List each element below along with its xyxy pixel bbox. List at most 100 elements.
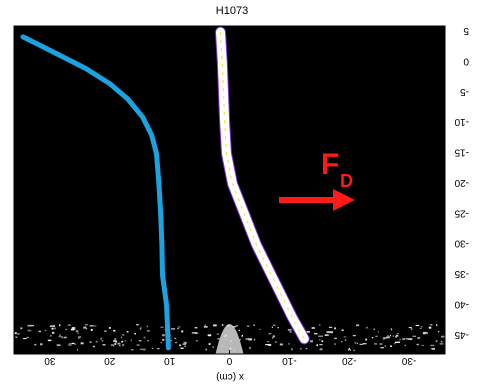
noise-speck xyxy=(279,343,283,346)
noise-speck xyxy=(311,327,315,329)
noise-band xyxy=(14,324,446,354)
noise-speck xyxy=(89,341,92,343)
noise-speck xyxy=(334,343,336,345)
noise-speck xyxy=(392,335,394,338)
noise-speck xyxy=(27,324,32,327)
noise-speck xyxy=(428,326,432,329)
noise-speck xyxy=(195,340,198,342)
noise-speck xyxy=(181,330,184,333)
noise-speck xyxy=(59,334,61,336)
noise-speck xyxy=(139,348,144,350)
noise-speck xyxy=(387,335,390,337)
noise-speck xyxy=(140,327,142,329)
noise-speck xyxy=(122,334,125,336)
noise-speck xyxy=(321,335,324,338)
noise-speck xyxy=(365,338,368,341)
noise-speck xyxy=(170,340,172,342)
x-tick-label: -20 xyxy=(342,355,357,366)
noise-speck xyxy=(65,328,67,331)
noise-speck xyxy=(329,331,334,334)
noise-speck xyxy=(75,330,79,333)
noise-speck xyxy=(328,326,333,328)
noise-speck xyxy=(177,327,180,330)
filament-base-glow xyxy=(215,324,244,354)
noise-speck xyxy=(272,336,274,339)
noise-speck xyxy=(51,327,54,330)
noise-speck xyxy=(321,340,324,343)
noise-speck xyxy=(130,339,132,342)
noise-speck xyxy=(50,334,52,337)
noise-speck xyxy=(319,339,321,341)
noise-speck xyxy=(20,327,23,330)
noise-speck xyxy=(80,342,84,345)
noise-speck xyxy=(77,332,79,334)
noise-speck xyxy=(63,336,67,339)
noise-speck xyxy=(120,336,123,339)
noise-speck xyxy=(114,343,117,345)
x-tick-label: 30 xyxy=(44,355,56,366)
noise-speck xyxy=(390,335,392,337)
noise-speck xyxy=(265,344,270,346)
noise-speck xyxy=(15,336,18,338)
noise-speck xyxy=(67,324,71,326)
noise-speck xyxy=(320,348,323,350)
noise-speck xyxy=(221,324,224,326)
noise-speck xyxy=(194,327,198,329)
noise-speck xyxy=(412,335,417,337)
noise-speck xyxy=(253,324,255,326)
noise-speck xyxy=(352,335,356,337)
noise-speck xyxy=(289,331,292,333)
noise-speck xyxy=(85,327,88,330)
noise-speck xyxy=(355,324,360,327)
noise-speck xyxy=(271,326,273,328)
noise-speck xyxy=(241,335,243,337)
noise-speck xyxy=(384,345,386,347)
y-tick-label: -35 xyxy=(454,268,469,279)
noise-speck xyxy=(92,325,97,327)
noise-speck xyxy=(68,342,73,345)
noise-speck xyxy=(49,325,54,327)
noise-speck xyxy=(180,347,184,349)
noise-speck xyxy=(71,342,75,345)
noise-speck xyxy=(147,340,149,342)
noise-speck xyxy=(136,324,139,326)
noise-speck xyxy=(142,348,146,351)
noise-speck xyxy=(343,336,347,338)
noise-speck xyxy=(77,336,80,339)
noise-speck xyxy=(390,328,392,331)
noise-speck xyxy=(300,347,302,350)
noise-speck xyxy=(208,343,211,345)
noise-speck xyxy=(359,343,363,345)
noise-speck xyxy=(272,335,275,338)
noise-speck xyxy=(160,326,164,328)
noise-speck xyxy=(326,331,331,334)
noise-speck xyxy=(30,324,35,327)
noise-speck xyxy=(70,328,75,331)
noise-speck xyxy=(17,333,20,335)
noise-speck xyxy=(440,341,443,343)
noise-speck xyxy=(217,337,221,340)
y-tick-label: -25 xyxy=(454,207,469,218)
noise-speck xyxy=(89,325,94,327)
noise-speck xyxy=(416,343,419,346)
y-tick-label: -10 xyxy=(454,116,469,127)
noise-speck xyxy=(275,341,277,343)
noise-speck xyxy=(268,343,272,346)
x-axis: 30 20 10 0 -10 -20 -30 xyxy=(44,26,416,366)
noise-speck xyxy=(272,324,276,326)
noise-speck xyxy=(408,327,412,329)
chart-title: H1073 xyxy=(216,5,248,17)
noise-speck xyxy=(324,334,329,336)
noise-speck xyxy=(327,334,330,336)
noise-speck xyxy=(375,335,378,337)
noise-speck xyxy=(83,326,87,328)
noise-speck xyxy=(71,327,76,329)
noise-speck xyxy=(92,345,95,348)
noise-speck xyxy=(259,328,261,330)
noise-speck xyxy=(238,329,240,331)
noise-speck xyxy=(162,339,165,341)
noise-speck xyxy=(405,338,409,340)
noise-speck xyxy=(119,344,121,347)
noise-speck xyxy=(377,331,379,333)
noise-speck xyxy=(122,344,125,346)
